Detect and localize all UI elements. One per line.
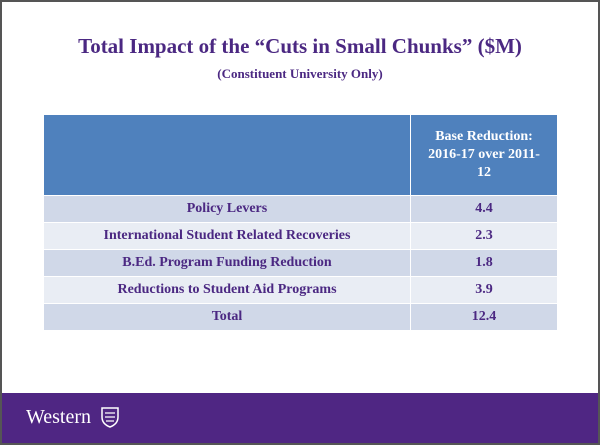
header-row: Base Reduction: 2016-17 over 2011-12 bbox=[43, 114, 558, 196]
logo: Western bbox=[26, 406, 92, 428]
logo-shield bbox=[101, 407, 119, 428]
table-row: International Student Related Recoveries… bbox=[43, 222, 558, 250]
label-cell: International Student Related Recoveries bbox=[43, 222, 411, 250]
subtitle: (Constituent University Only) bbox=[217, 66, 383, 81]
value-cell: 3.9 bbox=[410, 276, 558, 304]
label-cell: B.Ed. Program Funding Reduction bbox=[43, 249, 411, 277]
label-cell: Total bbox=[43, 303, 411, 331]
table: Base Reduction: 2016-17 over 2011-12 Pol… bbox=[43, 114, 558, 331]
column-header: Base Reduction: 2016-17 over 2011-12 bbox=[428, 129, 540, 180]
table-row: B.Ed. Program Funding Reduction 1.8 bbox=[43, 249, 558, 277]
title: Total Impact of the “Cuts in Small Chunk… bbox=[78, 34, 522, 58]
value-cell: 1.8 bbox=[410, 249, 558, 277]
header-cell: Base Reduction: 2016-17 over 2011-12 bbox=[410, 114, 558, 196]
value-cell: 2.3 bbox=[410, 222, 558, 250]
table-row: Reductions to Student Aid Programs 3.9 bbox=[43, 276, 558, 304]
label-cell: Policy Levers bbox=[43, 195, 411, 223]
footer: Western bbox=[2, 393, 598, 443]
value-cell: 4.4 bbox=[410, 195, 558, 223]
header-cell bbox=[43, 114, 411, 196]
label-cell: Reductions to Student Aid Programs bbox=[43, 276, 411, 304]
value-cell: 12.4 bbox=[410, 303, 558, 331]
table-row: Total 12.4 bbox=[43, 303, 558, 331]
table-row: Policy Levers 4.4 bbox=[43, 195, 558, 223]
